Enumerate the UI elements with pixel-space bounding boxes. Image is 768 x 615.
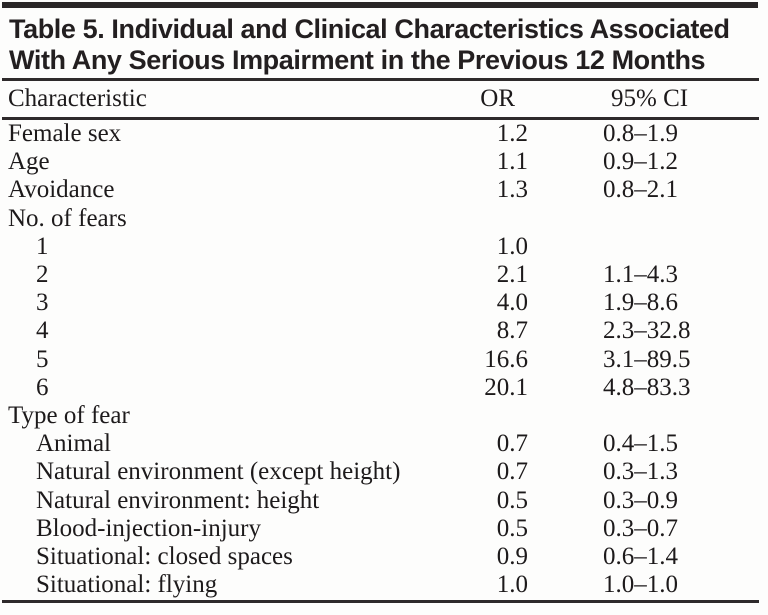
row-label: Situational: flying [36, 571, 218, 599]
row-ci-value: 0.3–0.9 [603, 486, 678, 514]
column-header-characteristic: Characteristic [8, 85, 147, 112]
row-ci-value: 0.9–1.2 [603, 148, 678, 176]
table-header-row: Characteristic OR 95% CI [2, 81, 759, 117]
row-label: 4 [36, 317, 49, 345]
row-ci-value: 0.6–1.4 [603, 542, 678, 570]
row-ci-value: 0.3–1.3 [603, 458, 678, 486]
table-row: 6 20.1 4.8–83.3 [2, 374, 759, 402]
table-row: 3 4.0 1.9–8.6 [2, 289, 759, 317]
table-row: Situational: flying 1.0 1.0–1.0 [2, 571, 759, 599]
table-row: Avoidance 1.3 0.8–2.1 [2, 176, 759, 204]
row-ci-value: 0.8–1.9 [603, 120, 678, 148]
row-label: Situational: closed spaces [36, 542, 293, 570]
table-title: Table 5. Individual and Clinical Charact… [9, 14, 749, 76]
row-or-value: 0.5 [496, 514, 528, 542]
row-label: Age [8, 148, 50, 176]
row-or-value: 1.0 [496, 571, 528, 599]
row-ci-value: 0.4–1.5 [603, 430, 678, 458]
table-row: No. of fears [2, 205, 759, 233]
row-label: Animal [36, 430, 111, 458]
row-label: 3 [36, 289, 49, 317]
row-label: Avoidance [8, 176, 115, 204]
row-or-value: 1.0 [496, 232, 528, 260]
column-header-or: OR [480, 85, 515, 112]
row-label: 6 [36, 373, 49, 401]
row-or-value: 0.7 [496, 430, 528, 458]
row-ci-value: 1.1–4.3 [603, 261, 678, 289]
table-row: Natural environment: height 0.5 0.3–0.9 [2, 486, 759, 514]
row-label: Type of fear [8, 401, 130, 429]
row-ci-value: 4.8–83.3 [603, 373, 691, 401]
table-row: Animal 0.7 0.4–1.5 [2, 430, 759, 458]
row-label: Natural environment: height [36, 486, 320, 514]
table-row: Type of fear [2, 402, 759, 430]
column-header-ci: 95% CI [611, 85, 689, 112]
table-row: Female sex 1.2 0.8–1.9 [2, 120, 759, 148]
row-ci-value: 3.1–89.5 [603, 345, 691, 373]
row-ci-value: 1.0–1.0 [603, 571, 678, 599]
row-label: Female sex [8, 120, 122, 148]
row-or-value: 20.1 [484, 373, 528, 401]
row-label: No. of fears [8, 204, 127, 232]
row-label: 2 [36, 261, 49, 289]
row-or-value: 1.1 [496, 148, 528, 176]
table-bottom-rule [2, 600, 759, 603]
table-body: Female sex 1.2 0.8–1.9 Age 1.1 0.9–1.2 A… [2, 120, 759, 599]
row-or-value: 0.7 [496, 458, 528, 486]
row-or-value: 2.1 [496, 261, 528, 289]
table-title-line1: Table 5. Individual and Clinical Charact… [9, 14, 730, 44]
row-or-value: 4.0 [496, 289, 528, 317]
row-or-value: 1.3 [496, 176, 528, 204]
table-row: 1 1.0 [2, 233, 759, 261]
row-or-value: 0.9 [496, 542, 528, 570]
rule-under-header [2, 117, 759, 120]
table-top-rule [2, 2, 758, 8]
table-title-line2: With Any Serious Impairment in the Previ… [9, 45, 706, 75]
table-row: Age 1.1 0.9–1.2 [2, 148, 759, 176]
row-ci-value: 0.8–2.1 [603, 176, 678, 204]
table-row: 5 16.6 3.1–89.5 [2, 346, 759, 374]
row-or-value: 1.2 [496, 120, 528, 148]
row-ci-value: 2.3–32.8 [603, 317, 691, 345]
row-label: 5 [36, 345, 49, 373]
row-or-value: 0.5 [496, 486, 528, 514]
row-label: Blood-injection-injury [36, 514, 261, 542]
table-row: Situational: closed spaces 0.9 0.6–1.4 [2, 543, 759, 571]
rule-under-title [2, 78, 759, 81]
row-label: 1 [36, 232, 49, 260]
row-ci-value: 1.9–8.6 [603, 289, 678, 317]
row-ci-value: 0.3–0.7 [603, 514, 678, 542]
row-or-value: 8.7 [496, 317, 528, 345]
row-label: Natural environment (except height) [36, 458, 401, 486]
table-row: Blood-injection-injury 0.5 0.3–0.7 [2, 515, 759, 543]
table-row: 2 2.1 1.1–4.3 [2, 261, 759, 289]
table-row: 4 8.7 2.3–32.8 [2, 317, 759, 345]
row-or-value: 16.6 [484, 345, 528, 373]
table-row: Natural environment (except height) 0.7 … [2, 458, 759, 486]
